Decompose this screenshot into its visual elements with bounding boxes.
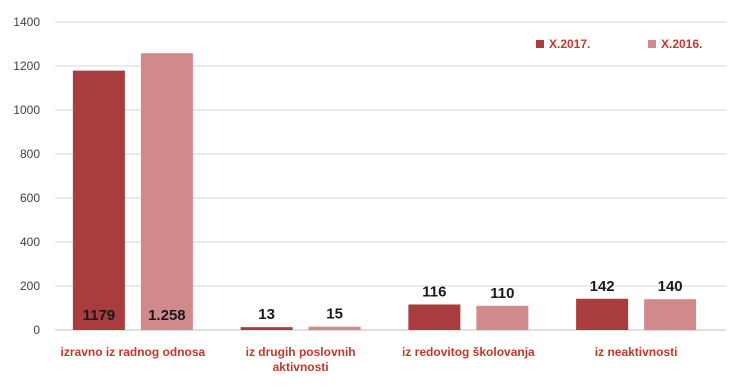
y-tick-label: 200 xyxy=(20,279,40,293)
data-label: 1179 xyxy=(83,307,116,324)
bar xyxy=(240,327,293,330)
data-label: 1.258 xyxy=(148,307,186,324)
data-label: 110 xyxy=(490,285,514,302)
data-label: 142 xyxy=(590,278,615,295)
y-tick-label: 1200 xyxy=(13,59,40,73)
bar xyxy=(72,70,125,331)
y-tick-label: 600 xyxy=(20,191,40,205)
bar xyxy=(408,304,461,330)
x-category-label: iz redovitog školovanja xyxy=(402,345,535,359)
bar xyxy=(644,299,697,330)
legend-label: X.2017. xyxy=(549,37,590,51)
y-tick-label: 1400 xyxy=(13,15,40,29)
data-label: 140 xyxy=(658,278,683,295)
bar xyxy=(576,298,629,330)
y-tick-label: 800 xyxy=(20,147,40,161)
bar xyxy=(140,53,193,331)
legend-swatch xyxy=(648,40,656,48)
bar xyxy=(476,305,529,330)
y-tick-label: 1000 xyxy=(13,103,40,117)
y-tick-label: 0 xyxy=(33,323,40,337)
x-category-label: iz neaktivnosti xyxy=(595,345,678,359)
legend-label: X.2016. xyxy=(661,37,702,51)
legend-swatch xyxy=(536,40,544,48)
data-label: 116 xyxy=(422,283,446,300)
data-label: 15 xyxy=(326,306,343,323)
x-category-label: aktivnosti xyxy=(273,360,329,374)
x-category-label: izravno iz radnog odnosa xyxy=(61,345,206,359)
bar xyxy=(308,326,361,330)
y-tick-label: 400 xyxy=(20,235,40,249)
data-label: 13 xyxy=(258,306,275,323)
x-category-label: iz drugih poslovnih xyxy=(246,345,356,359)
